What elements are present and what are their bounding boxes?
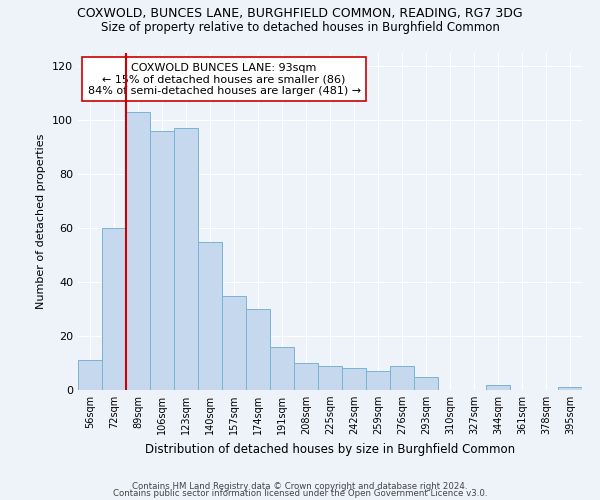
Text: COXWOLD BUNCES LANE: 93sqm
← 15% of detached houses are smaller (86)
84% of semi: COXWOLD BUNCES LANE: 93sqm ← 15% of deta… bbox=[88, 62, 361, 96]
X-axis label: Distribution of detached houses by size in Burghfield Common: Distribution of detached houses by size … bbox=[145, 442, 515, 456]
Bar bbox=[126, 112, 150, 390]
Bar bbox=[270, 347, 294, 390]
Text: Size of property relative to detached houses in Burghfield Common: Size of property relative to detached ho… bbox=[101, 21, 499, 34]
Bar bbox=[174, 128, 198, 390]
Bar bbox=[558, 388, 582, 390]
Bar bbox=[342, 368, 366, 390]
Text: Contains HM Land Registry data © Crown copyright and database right 2024.: Contains HM Land Registry data © Crown c… bbox=[132, 482, 468, 491]
Bar bbox=[78, 360, 102, 390]
Bar bbox=[366, 371, 390, 390]
Bar bbox=[222, 296, 246, 390]
Bar bbox=[318, 366, 342, 390]
Bar bbox=[294, 363, 318, 390]
Bar bbox=[150, 131, 174, 390]
Bar bbox=[390, 366, 414, 390]
Y-axis label: Number of detached properties: Number of detached properties bbox=[37, 134, 46, 309]
Text: Contains public sector information licensed under the Open Government Licence v3: Contains public sector information licen… bbox=[113, 489, 487, 498]
Bar bbox=[198, 242, 222, 390]
Bar bbox=[246, 309, 270, 390]
Bar bbox=[486, 384, 510, 390]
Text: COXWOLD, BUNCES LANE, BURGHFIELD COMMON, READING, RG7 3DG: COXWOLD, BUNCES LANE, BURGHFIELD COMMON,… bbox=[77, 8, 523, 20]
Bar bbox=[102, 228, 126, 390]
Bar bbox=[414, 376, 438, 390]
